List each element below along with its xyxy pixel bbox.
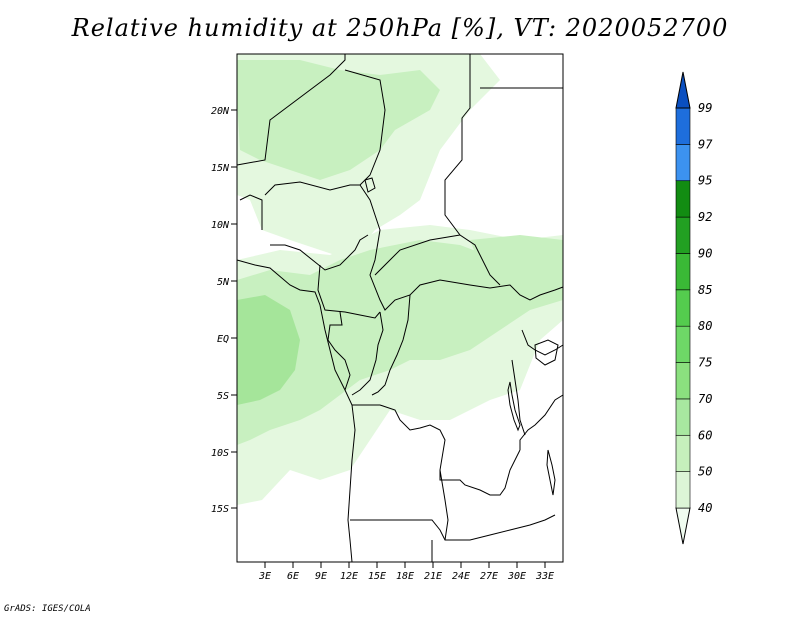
border-8 [239,194,263,230]
border-10 [317,264,381,319]
colorbar-segment [675,507,691,545]
colorbar-segment [675,107,691,145]
colorbar-segment [675,434,691,472]
colorbar-label: 40 [698,501,712,515]
lon-label: 27E [480,571,498,582]
lake-tanganyika [507,381,521,432]
border-3 [444,54,501,286]
humidity-band-north-dense [237,60,440,180]
map-frame [236,53,564,563]
latitude-axis: 20N 15N 10N 5N EQ 5S 10S 15S [211,106,237,515]
border-13 [371,294,411,396]
colorbar-segment [675,71,691,109]
lake-malawi [546,449,556,496]
colorbar-segment [675,289,691,327]
border-15 [350,514,556,541]
lat-label: EQ [217,334,229,345]
colorbar-segment [675,398,691,436]
border-18 [511,359,526,436]
colorbar-label: 85 [698,283,712,297]
lon-label: 33E [535,571,554,582]
colorbar-label: 99 [698,101,712,115]
longitude-axis: 3E 6E 9E 12E 15E 18E 21E 24E 27E 30E 33E [258,562,554,582]
lat-label: 10N [211,220,230,231]
lat-label: 10S [211,448,229,459]
colorbar-segment [675,180,691,218]
border-11 [327,311,351,391]
lon-label: 9E [315,571,327,582]
colorbar-label: 90 [698,246,712,260]
lakes [364,177,559,496]
map-title: Relative humidity at 250hPa [%], VT: 202… [71,14,729,42]
lon-label: 30E [507,571,526,582]
coastline-west [236,259,356,563]
lon-label: 15E [368,571,386,582]
border-12 [351,311,384,396]
border-9 [270,234,369,271]
humidity-shading [237,54,563,505]
border-19 [521,329,564,356]
lon-label: 6E [287,571,299,582]
lon-label: 21E [424,571,442,582]
colorbar: 40 50 60 70 75 80 85 90 92 95 97 99 [675,71,713,545]
colorbar-segment [675,325,691,363]
lon-label: 24E [452,571,470,582]
border-2 [344,69,386,186]
lat-label: 15N [211,163,230,174]
border-6 [374,234,461,276]
colorbar-label: 92 [698,210,712,224]
colorbar-label: 95 [698,174,712,188]
lon-label: 12E [340,571,358,582]
grads-credit: GrADS: IGES/COLA [4,604,91,614]
lon-label: 18E [396,571,414,582]
colorbar-segment [675,216,691,254]
colorbar-segment [675,144,691,182]
colorbar-label: 75 [698,356,712,370]
border-17 [519,394,564,450]
border-1 [236,54,346,166]
colorbar-label: 97 [698,137,713,151]
lake-chad [364,177,376,193]
lat-label: 5N [217,277,230,288]
lon-label: 3E [258,571,271,582]
colorbar-segment [675,362,691,400]
border-5 [359,184,564,311]
colorbar-label: 60 [698,428,712,442]
colorbar-label: 70 [698,392,712,406]
colorbar-label: 50 [698,465,712,479]
colorbar-segment [675,471,691,509]
lat-label: 15S [211,504,229,515]
border-14 [352,404,521,496]
colorbar-segment [675,253,691,291]
border-7 [264,181,360,196]
colorbar-label: 80 [698,319,712,333]
humidity-band-east [470,235,563,285]
lat-label: 5S [217,391,229,402]
lat-label: 20N [211,106,230,117]
lake-victoria [534,339,559,366]
border-16 [439,469,449,541]
humidity-band-west-dense [237,295,300,405]
